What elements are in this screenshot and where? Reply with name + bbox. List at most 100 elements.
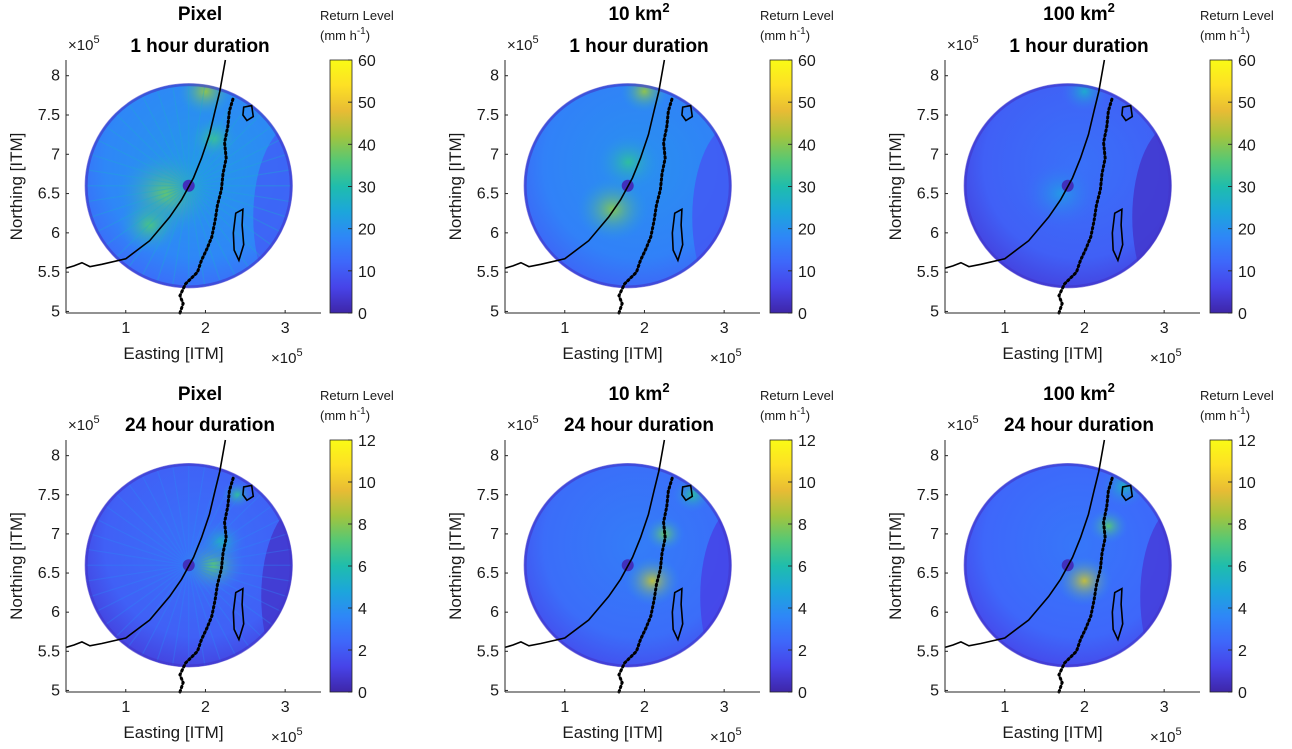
radar-rim — [84, 83, 293, 289]
y-axis-multiplier: ×105 — [947, 414, 979, 434]
x-tick-label: 3 — [1160, 320, 1169, 337]
panel-pixel-1h: 1 2 3 5 5.5 6 6.5 7 7.5 8 Easting [ITM] Northing [I… — [7, 4, 394, 367]
x-tick-label: 2 — [640, 320, 649, 337]
y-tick-label: 7 — [490, 526, 499, 543]
colorbar-label: Return Level — [320, 388, 394, 403]
x-tick-label: 2 — [1080, 699, 1089, 716]
colorbar-tick-label: 8 — [798, 517, 807, 534]
y-tick-label: 8 — [490, 448, 499, 465]
panel-title: Pixel — [178, 4, 222, 25]
y-tick-label: 6.5 — [917, 565, 939, 582]
coastline-line — [504, 59, 666, 269]
colorbar-tick-label: 0 — [1238, 685, 1247, 702]
x-axis-label: Easting [ITM] — [562, 344, 662, 363]
radial-streak — [96, 138, 189, 187]
radial-streak — [115, 564, 190, 638]
y-tick-label: 7 — [51, 146, 60, 163]
hot-spot — [1020, 158, 1101, 229]
x-axis-multiplier: ×105 — [1150, 726, 1182, 746]
coastline-line — [944, 59, 1106, 269]
radial-streak — [188, 504, 273, 566]
radial-streak — [188, 564, 288, 598]
colorbar-tick-label: 40 — [1238, 137, 1256, 154]
radial-streak — [188, 533, 288, 566]
y-axis-multiplier: ×105 — [507, 34, 539, 54]
radial-streak — [188, 88, 222, 186]
hot-spot — [177, 83, 234, 117]
radial-streak — [104, 504, 190, 566]
radial-streak — [188, 564, 251, 648]
x-tick-label: 3 — [720, 699, 729, 716]
radial-streak — [156, 565, 190, 663]
colorbar-tick-label: 10 — [358, 264, 376, 281]
radial-streak — [188, 464, 206, 566]
lake-outline — [681, 104, 694, 122]
colorbar-unit: (mm h-1) — [1200, 406, 1250, 423]
y-tick-label: 7 — [51, 526, 60, 543]
y-tick-label: 6.5 — [477, 565, 499, 582]
radial-streak — [90, 533, 189, 566]
radial-streak — [171, 185, 190, 287]
border-dotted-line — [178, 96, 235, 315]
lake-outline — [232, 587, 245, 642]
radial-streak — [156, 468, 190, 566]
radar-rim — [523, 462, 732, 668]
radial-streak — [90, 564, 189, 598]
radial-streak — [188, 185, 273, 247]
y-tick-label: 6 — [490, 604, 499, 621]
colorbar-tick-label: 0 — [798, 685, 807, 702]
radial-streak — [188, 185, 251, 269]
colorbar-tick-label: 0 — [798, 306, 807, 323]
panel-10km2-1h: 1 2 3 5 5.5 6 6.5 7 7.5 8 Easting [ITM] Northing [I… — [446, 0, 834, 367]
colorbar-unit: (mm h-1) — [760, 406, 810, 423]
y-tick-label: 6.5 — [917, 186, 939, 203]
hot-spot — [1088, 508, 1129, 544]
x-axis-multiplier: ×105 — [710, 726, 742, 746]
colorbar-tick-label: 10 — [1238, 475, 1256, 492]
y-tick-label: 6.5 — [38, 186, 60, 203]
radial-streak — [188, 138, 282, 187]
panel-title: 100 km2 — [1043, 0, 1115, 25]
radial-streak — [90, 185, 189, 218]
radial-streak — [96, 564, 189, 612]
y-tick-label: 7.5 — [917, 107, 939, 124]
border-dotted-line — [178, 476, 235, 694]
colorbar-label: Return Level — [760, 8, 834, 23]
radial-streak — [127, 102, 190, 187]
panel-subtitle: 1 hour duration — [1009, 36, 1148, 57]
y-tick-label: 6 — [51, 604, 60, 621]
colorbar-unit: (mm h-1) — [320, 406, 370, 423]
y-tick-label: 5 — [930, 303, 939, 320]
colorbar-unit: (mm h-1) — [320, 26, 370, 43]
x-tick-label: 2 — [201, 699, 210, 716]
colorbar-unit: (mm h-1) — [760, 26, 810, 43]
y-tick-label: 6.5 — [38, 565, 60, 582]
colorbar-label: Return Level — [1200, 388, 1274, 403]
panel-title: 10 km2 — [608, 0, 669, 25]
y-tick-label: 7.5 — [917, 487, 939, 504]
colorbar-tick-label: 2 — [1238, 643, 1247, 660]
radial-streak — [188, 564, 273, 626]
y-tick-label: 6.5 — [477, 186, 499, 203]
coastline-line — [504, 439, 666, 649]
coastline-line — [65, 439, 227, 649]
x-axis-label: Easting [ITM] — [1002, 723, 1102, 742]
x-tick-label: 1 — [560, 320, 569, 337]
y-tick-label: 8 — [930, 68, 939, 85]
y-axis-multiplier: ×105 — [507, 414, 539, 434]
low-intensity-zone — [692, 122, 732, 288]
colorbar-tick-label: 0 — [358, 685, 367, 702]
y-tick-label: 5.5 — [917, 264, 939, 281]
x-tick-label: 1 — [121, 699, 130, 716]
x-tick-label: 2 — [640, 699, 649, 716]
colorbar-tick-label: 10 — [798, 475, 816, 492]
y-axis-multiplier: ×105 — [947, 34, 979, 54]
radial-streak — [171, 565, 190, 666]
colorbar-tick-label: 60 — [1238, 53, 1256, 70]
lake-outline — [671, 587, 684, 642]
y-tick-label: 5 — [490, 682, 499, 699]
colorbar-tick-label: 0 — [1238, 306, 1247, 323]
radar-rim — [523, 83, 732, 289]
